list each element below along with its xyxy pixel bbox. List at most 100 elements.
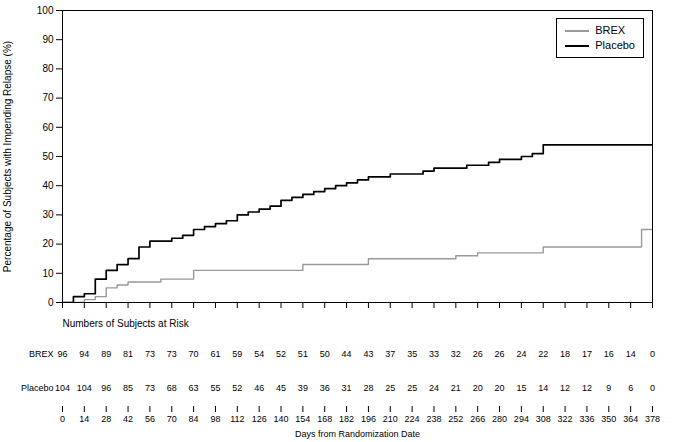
svg-text:10: 10 — [42, 268, 54, 279]
svg-text:44: 44 — [342, 349, 352, 359]
svg-text:182: 182 — [339, 414, 354, 424]
svg-text:140: 140 — [274, 414, 289, 424]
svg-text:33: 33 — [429, 349, 439, 359]
svg-text:31: 31 — [342, 383, 352, 393]
svg-text:50: 50 — [320, 349, 330, 359]
svg-text:73: 73 — [145, 383, 155, 393]
svg-text:252: 252 — [448, 414, 463, 424]
svg-text:210: 210 — [383, 414, 398, 424]
svg-text:168: 168 — [317, 414, 332, 424]
svg-text:20: 20 — [473, 383, 483, 393]
svg-text:37: 37 — [385, 349, 395, 359]
svg-text:0: 0 — [650, 383, 655, 393]
svg-text:73: 73 — [145, 349, 155, 359]
svg-text:28: 28 — [363, 383, 373, 393]
svg-text:12: 12 — [582, 383, 592, 393]
svg-text:Numbers of Subjects at Risk: Numbers of Subjects at Risk — [63, 318, 190, 329]
svg-text:Days from Randomization Date: Days from Randomization Date — [295, 429, 420, 439]
svg-text:61: 61 — [210, 349, 220, 359]
svg-text:Placebo: Placebo — [21, 383, 54, 393]
svg-text:52: 52 — [276, 349, 286, 359]
svg-text:94: 94 — [79, 349, 89, 359]
svg-text:18: 18 — [560, 349, 570, 359]
svg-text:70: 70 — [189, 349, 199, 359]
svg-text:55: 55 — [210, 383, 220, 393]
svg-text:15: 15 — [516, 383, 526, 393]
svg-text:50: 50 — [42, 151, 54, 162]
svg-text:96: 96 — [101, 383, 111, 393]
svg-text:35: 35 — [407, 349, 417, 359]
svg-text:96: 96 — [57, 349, 67, 359]
svg-text:26: 26 — [473, 349, 483, 359]
svg-text:59: 59 — [232, 349, 242, 359]
svg-text:26: 26 — [495, 349, 505, 359]
svg-text:100: 100 — [37, 5, 54, 16]
svg-text:89: 89 — [101, 349, 111, 359]
svg-text:24: 24 — [429, 383, 439, 393]
svg-text:0: 0 — [48, 297, 54, 308]
svg-text:BREX: BREX — [29, 349, 54, 359]
svg-text:84: 84 — [189, 414, 199, 424]
svg-text:28: 28 — [101, 414, 111, 424]
svg-text:54: 54 — [254, 349, 264, 359]
svg-text:14: 14 — [626, 349, 636, 359]
svg-text:378: 378 — [645, 414, 660, 424]
svg-text:43: 43 — [363, 349, 373, 359]
svg-text:80: 80 — [42, 63, 54, 74]
svg-text:40: 40 — [42, 180, 54, 191]
svg-text:22: 22 — [538, 349, 548, 359]
svg-text:98: 98 — [210, 414, 220, 424]
svg-text:25: 25 — [385, 383, 395, 393]
svg-text:0: 0 — [650, 349, 655, 359]
svg-text:73: 73 — [167, 349, 177, 359]
svg-text:70: 70 — [42, 92, 54, 103]
svg-text:39: 39 — [298, 383, 308, 393]
svg-text:81: 81 — [123, 349, 133, 359]
svg-text:52: 52 — [232, 383, 242, 393]
svg-text:0: 0 — [60, 414, 65, 424]
svg-text:70: 70 — [167, 414, 177, 424]
svg-text:21: 21 — [451, 383, 461, 393]
svg-text:46: 46 — [254, 383, 264, 393]
svg-text:36: 36 — [320, 383, 330, 393]
svg-text:14: 14 — [538, 383, 548, 393]
svg-text:196: 196 — [361, 414, 376, 424]
svg-text:68: 68 — [167, 383, 177, 393]
svg-text:85: 85 — [123, 383, 133, 393]
svg-text:112: 112 — [230, 414, 244, 424]
svg-text:14: 14 — [79, 414, 89, 424]
svg-text:90: 90 — [42, 34, 54, 45]
svg-text:126: 126 — [252, 414, 267, 424]
svg-text:9: 9 — [606, 383, 611, 393]
svg-text:16: 16 — [604, 349, 614, 359]
svg-text:30: 30 — [42, 209, 54, 220]
svg-text:104: 104 — [77, 383, 92, 393]
svg-text:154: 154 — [295, 414, 310, 424]
svg-text:56: 56 — [145, 414, 155, 424]
svg-text:350: 350 — [601, 414, 616, 424]
svg-text:294: 294 — [514, 414, 529, 424]
svg-text:364: 364 — [623, 414, 638, 424]
svg-text:266: 266 — [470, 414, 485, 424]
svg-text:6: 6 — [628, 383, 633, 393]
svg-text:12: 12 — [560, 383, 570, 393]
svg-text:32: 32 — [451, 349, 461, 359]
svg-text:280: 280 — [492, 414, 507, 424]
svg-text:Percentage of Subjects with Im: Percentage of Subjects with Impending Re… — [2, 41, 13, 272]
svg-text:45: 45 — [276, 383, 286, 393]
svg-text:42: 42 — [123, 414, 133, 424]
svg-text:60: 60 — [42, 122, 54, 133]
svg-text:25: 25 — [407, 383, 417, 393]
svg-text:336: 336 — [579, 414, 594, 424]
svg-text:20: 20 — [42, 238, 54, 249]
svg-text:224: 224 — [405, 414, 420, 424]
svg-text:17: 17 — [582, 349, 592, 359]
svg-text:238: 238 — [426, 414, 441, 424]
svg-text:322: 322 — [558, 414, 573, 424]
svg-text:104: 104 — [55, 383, 70, 393]
svg-text:51: 51 — [298, 349, 308, 359]
svg-text:63: 63 — [189, 383, 199, 393]
svg-text:24: 24 — [516, 349, 526, 359]
svg-text:308: 308 — [536, 414, 551, 424]
svg-text:20: 20 — [495, 383, 505, 393]
